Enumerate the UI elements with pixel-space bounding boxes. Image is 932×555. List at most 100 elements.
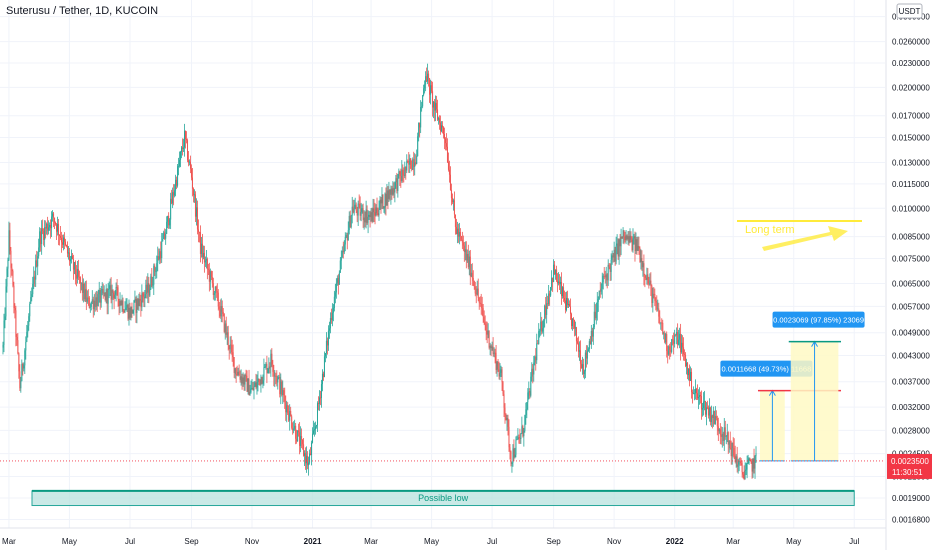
currency-label: USDT	[899, 7, 921, 16]
candle-body	[445, 143, 447, 147]
x-tick-label: Nov	[607, 537, 621, 546]
candle-body	[231, 345, 233, 353]
candle-body	[46, 223, 48, 229]
candle-body	[500, 369, 502, 373]
candle-body	[649, 280, 651, 285]
candle-body	[635, 239, 637, 251]
candle-body	[18, 353, 20, 372]
candle-body	[255, 382, 257, 388]
candle-body	[486, 330, 488, 335]
candle-body	[355, 204, 357, 211]
candle-body	[432, 91, 434, 108]
candle-body	[501, 369, 503, 383]
y-axis[interactable]: 0.03000000.02600000.02300000.02000000.01…	[885, 0, 932, 550]
candle-body	[452, 200, 454, 203]
candle-body	[633, 236, 635, 239]
candle-body	[696, 393, 698, 399]
candle-body	[239, 375, 241, 380]
candle-body	[155, 271, 157, 273]
candle-body	[12, 271, 14, 286]
candle-body	[236, 374, 238, 376]
candle-body	[727, 432, 729, 445]
candle-body	[610, 259, 612, 272]
candle-body	[529, 391, 531, 396]
candle-body	[138, 298, 140, 307]
candle-body	[414, 162, 416, 167]
candle-body	[728, 440, 730, 445]
candle-body	[704, 400, 706, 415]
candle-body	[440, 122, 442, 132]
candle-body	[457, 228, 459, 237]
candle-body	[665, 334, 667, 343]
candle-body	[691, 371, 693, 393]
candle-body	[180, 152, 182, 161]
candle-body	[502, 382, 504, 395]
y-tick-label: 0.0065000	[892, 279, 930, 288]
candle-body	[519, 437, 521, 440]
candle-body	[437, 109, 439, 120]
candle-body	[206, 259, 208, 269]
candle-body	[492, 346, 494, 354]
candle-body	[724, 427, 726, 437]
candle-body	[120, 301, 122, 306]
candle-body	[686, 362, 688, 366]
candle-body	[669, 346, 671, 351]
x-axis[interactable]: Mar May Jul Sep Nov 2021 Mar May Jul Sep Nov 2022 Ma…	[0, 527, 886, 546]
candle-body	[193, 194, 195, 196]
candle-body	[272, 364, 274, 372]
candle-body	[569, 306, 571, 314]
candle-body	[585, 352, 587, 359]
candle-body	[463, 245, 465, 253]
candle-body	[25, 341, 27, 351]
candle-body	[667, 351, 669, 355]
candle-body	[550, 287, 552, 296]
candle-body	[618, 239, 620, 257]
candle-body	[130, 306, 132, 318]
candle-body	[286, 405, 288, 413]
candle-body	[578, 350, 580, 352]
candle-body	[516, 439, 518, 441]
candle-body	[626, 235, 628, 240]
candle-body	[647, 274, 649, 284]
candle-body	[34, 276, 36, 280]
candle-body	[504, 407, 506, 415]
candle-body	[364, 217, 366, 223]
candle-body	[213, 293, 215, 296]
candle-body	[526, 402, 528, 410]
candle-body	[713, 410, 715, 424]
candle-body	[685, 354, 687, 366]
candle-body	[707, 407, 709, 416]
candle-body	[280, 381, 282, 395]
candle-body	[321, 373, 323, 385]
candle-body	[630, 235, 632, 240]
candle-body	[298, 430, 300, 433]
candle-body	[308, 462, 310, 466]
candle-body	[140, 300, 142, 308]
candle-body	[113, 292, 115, 299]
candle-body	[210, 271, 212, 278]
candle-body	[245, 375, 247, 377]
candle-body	[348, 215, 350, 231]
candle-body	[482, 308, 484, 317]
candle-body	[383, 207, 385, 209]
y-tick-label: 0.0016800	[892, 515, 930, 524]
candle-body	[580, 363, 582, 369]
candle-body	[342, 250, 344, 253]
candle-body	[212, 283, 214, 296]
candle-body	[339, 260, 341, 273]
candle-body	[258, 378, 260, 380]
candle-body	[515, 439, 517, 455]
candle-body	[181, 147, 183, 153]
candle-body	[615, 245, 617, 262]
candle-body	[77, 268, 79, 277]
candle-body	[190, 168, 192, 178]
candle-body	[256, 381, 258, 388]
candle-body	[687, 362, 689, 376]
candle-body	[144, 294, 146, 299]
candle-body	[318, 397, 320, 404]
candle-body	[528, 391, 530, 393]
candle-body	[65, 244, 67, 247]
candle-body	[133, 300, 135, 311]
candle-body	[185, 130, 187, 139]
